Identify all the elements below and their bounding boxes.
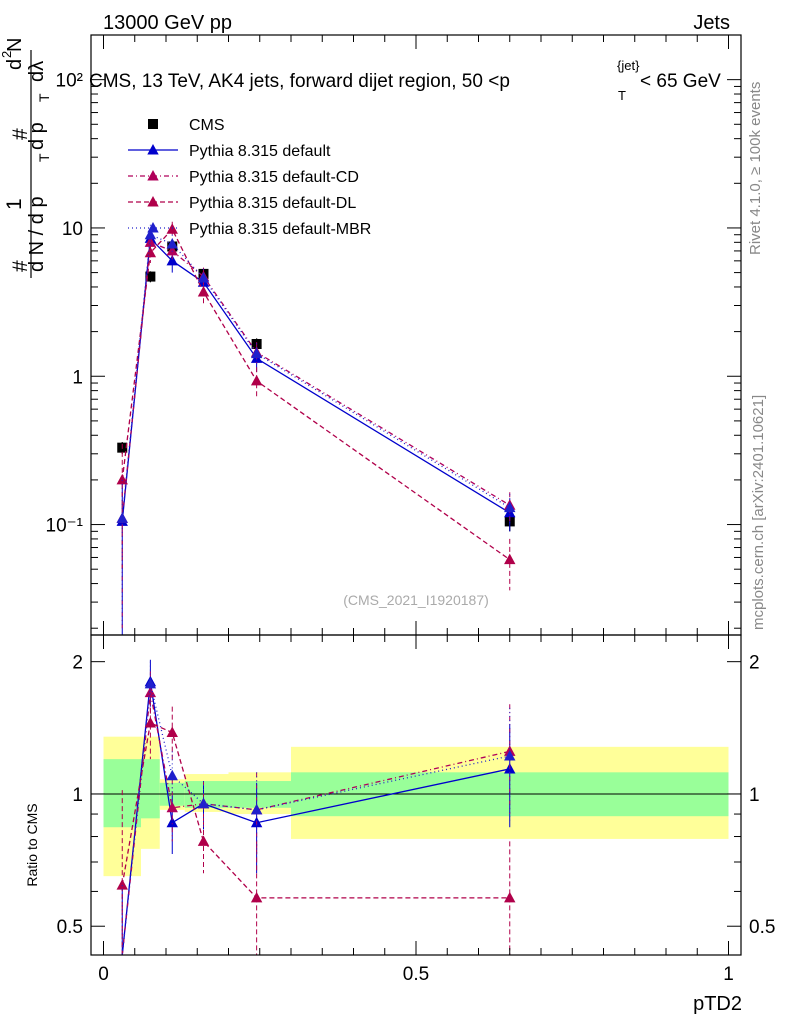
series-marker-mbr	[144, 228, 157, 240]
ratio-marker-dl	[144, 717, 157, 728]
ylabel-part: d	[4, 59, 26, 70]
ylabel-part: T	[36, 153, 52, 162]
ratio-uncertainty-bands	[91, 736, 741, 877]
ylabel-part: 1	[3, 198, 26, 210]
series-marker-mbr	[197, 271, 210, 283]
main-series	[116, 221, 516, 635]
mcplots-label: mcplots.cern.ch [arXiv:2401.10621]	[750, 395, 767, 630]
legend-label: Pythia 8.315 default-MBR	[189, 221, 371, 238]
analysis-watermark: (CMS_2021_I1920187)	[343, 592, 489, 608]
x-tick-label: 1	[723, 964, 734, 985]
series-line-dl	[121, 228, 511, 561]
ylabel-part: T	[36, 93, 52, 102]
ylabel-part: N	[4, 38, 26, 52]
ylabel-part: d p	[26, 122, 48, 150]
title-main: CMS, 13 TeV, AK4 jets, forward dijet reg…	[89, 71, 510, 92]
ratio-marker-mbr	[166, 769, 178, 781]
y-tick-label-ratio: 1	[72, 785, 83, 806]
x-tick-label: 0.5	[403, 964, 429, 985]
x-axis-label: pTD2	[693, 993, 742, 1015]
cms-marker	[145, 271, 156, 282]
legend-label: Pythia 8.315 default-DL	[189, 195, 356, 212]
ylabel-part: 2	[0, 51, 14, 58]
ratio-marker-cd	[166, 801, 178, 813]
ratio-marker-dl	[504, 891, 516, 903]
legend-marker-mbr	[147, 222, 159, 233]
legend-marker-cd	[147, 170, 159, 181]
legend: CMS Pythia 8.315 default Pythia 8.315 defa…	[128, 117, 371, 238]
title-sub: T	[618, 88, 626, 103]
series-line-default	[121, 236, 511, 522]
title-end: < 65 GeV	[640, 71, 721, 92]
axis-ticks: 0 0.5 1 10⁻¹ 1 10 10² 0.5 0.5 1 1 2 2	[46, 34, 775, 985]
ratio-marker-mbr	[250, 803, 263, 815]
x-tick-label: 0	[98, 964, 109, 985]
ylabel-part: d N / d p	[26, 196, 48, 272]
y-tick-label-main: 10	[62, 219, 83, 240]
legend-label: Pythia 8.315 default-CD	[189, 169, 359, 186]
y-tick-label-ratio-right: 2	[749, 653, 760, 674]
legend-label: Pythia 8.315 default	[189, 143, 331, 160]
y-tick-label-ratio: 0.5	[57, 917, 83, 938]
series-marker-dl	[504, 553, 516, 565]
title-sup: {jet}	[617, 58, 640, 73]
y-tick-label-ratio: 2	[72, 653, 83, 674]
series-marker-cd	[166, 244, 178, 256]
ratio-line-cd	[121, 692, 510, 956]
y-tick-label-main: 10⁻¹	[46, 516, 84, 537]
y-tick-label-main: 10²	[56, 71, 83, 92]
ratio-marker-dl	[250, 891, 263, 903]
series-marker-mbr	[504, 501, 516, 513]
legend-label: CMS	[189, 117, 225, 134]
ratio-marker-mbr	[144, 677, 157, 689]
plot-title: CMS, 13 TeV, AK4 jets, forward dijet reg…	[89, 58, 721, 103]
ylabel-part: #	[9, 260, 32, 272]
series-marker-dl	[116, 473, 128, 485]
series-marker-default	[166, 254, 178, 266]
ratio-marker-default	[166, 816, 178, 828]
ylabel-part: #	[9, 128, 32, 140]
y-tick-label-ratio-right: 0.5	[749, 917, 775, 938]
legend-marker-cms	[148, 119, 158, 129]
series-marker-dl	[197, 285, 210, 297]
ratio-marker-mbr	[504, 749, 516, 761]
ratio-series	[116, 659, 516, 956]
ratio-marker-mbr	[197, 797, 210, 809]
legend-marker-default	[147, 144, 159, 155]
ratio-marker-cd	[144, 686, 157, 698]
ratio-marker-dl	[166, 726, 178, 737]
series-marker-mbr	[250, 347, 263, 359]
y-tick-label-main: 1	[72, 367, 83, 388]
ylabel-part: dλ	[26, 61, 48, 82]
series-marker-mbr	[116, 512, 128, 523]
header-right: Jets	[693, 12, 730, 34]
legend-marker-dl	[147, 196, 159, 207]
y-tick-label-ratio-right: 1	[749, 785, 760, 806]
series-marker-mbr	[166, 237, 178, 249]
series-marker-dl	[250, 374, 263, 386]
ratio-band-inner	[141, 759, 160, 819]
ratio-line-dl	[121, 722, 510, 899]
ratio-marker-dl	[197, 835, 210, 846]
header-left: 13000 GeV pp	[103, 12, 232, 34]
ratio-ylabel: Ratio to CMS	[24, 803, 40, 886]
ratio-marker-dl	[116, 879, 128, 890]
series-marker-dl	[144, 246, 157, 258]
series-line-mbr	[121, 233, 511, 519]
rivet-label: Rivet 4.1.0, ≥ 100k events	[747, 82, 764, 255]
y-axis-label: # 1 d N / d p T # d 2 N d p T dλ	[0, 38, 52, 278]
